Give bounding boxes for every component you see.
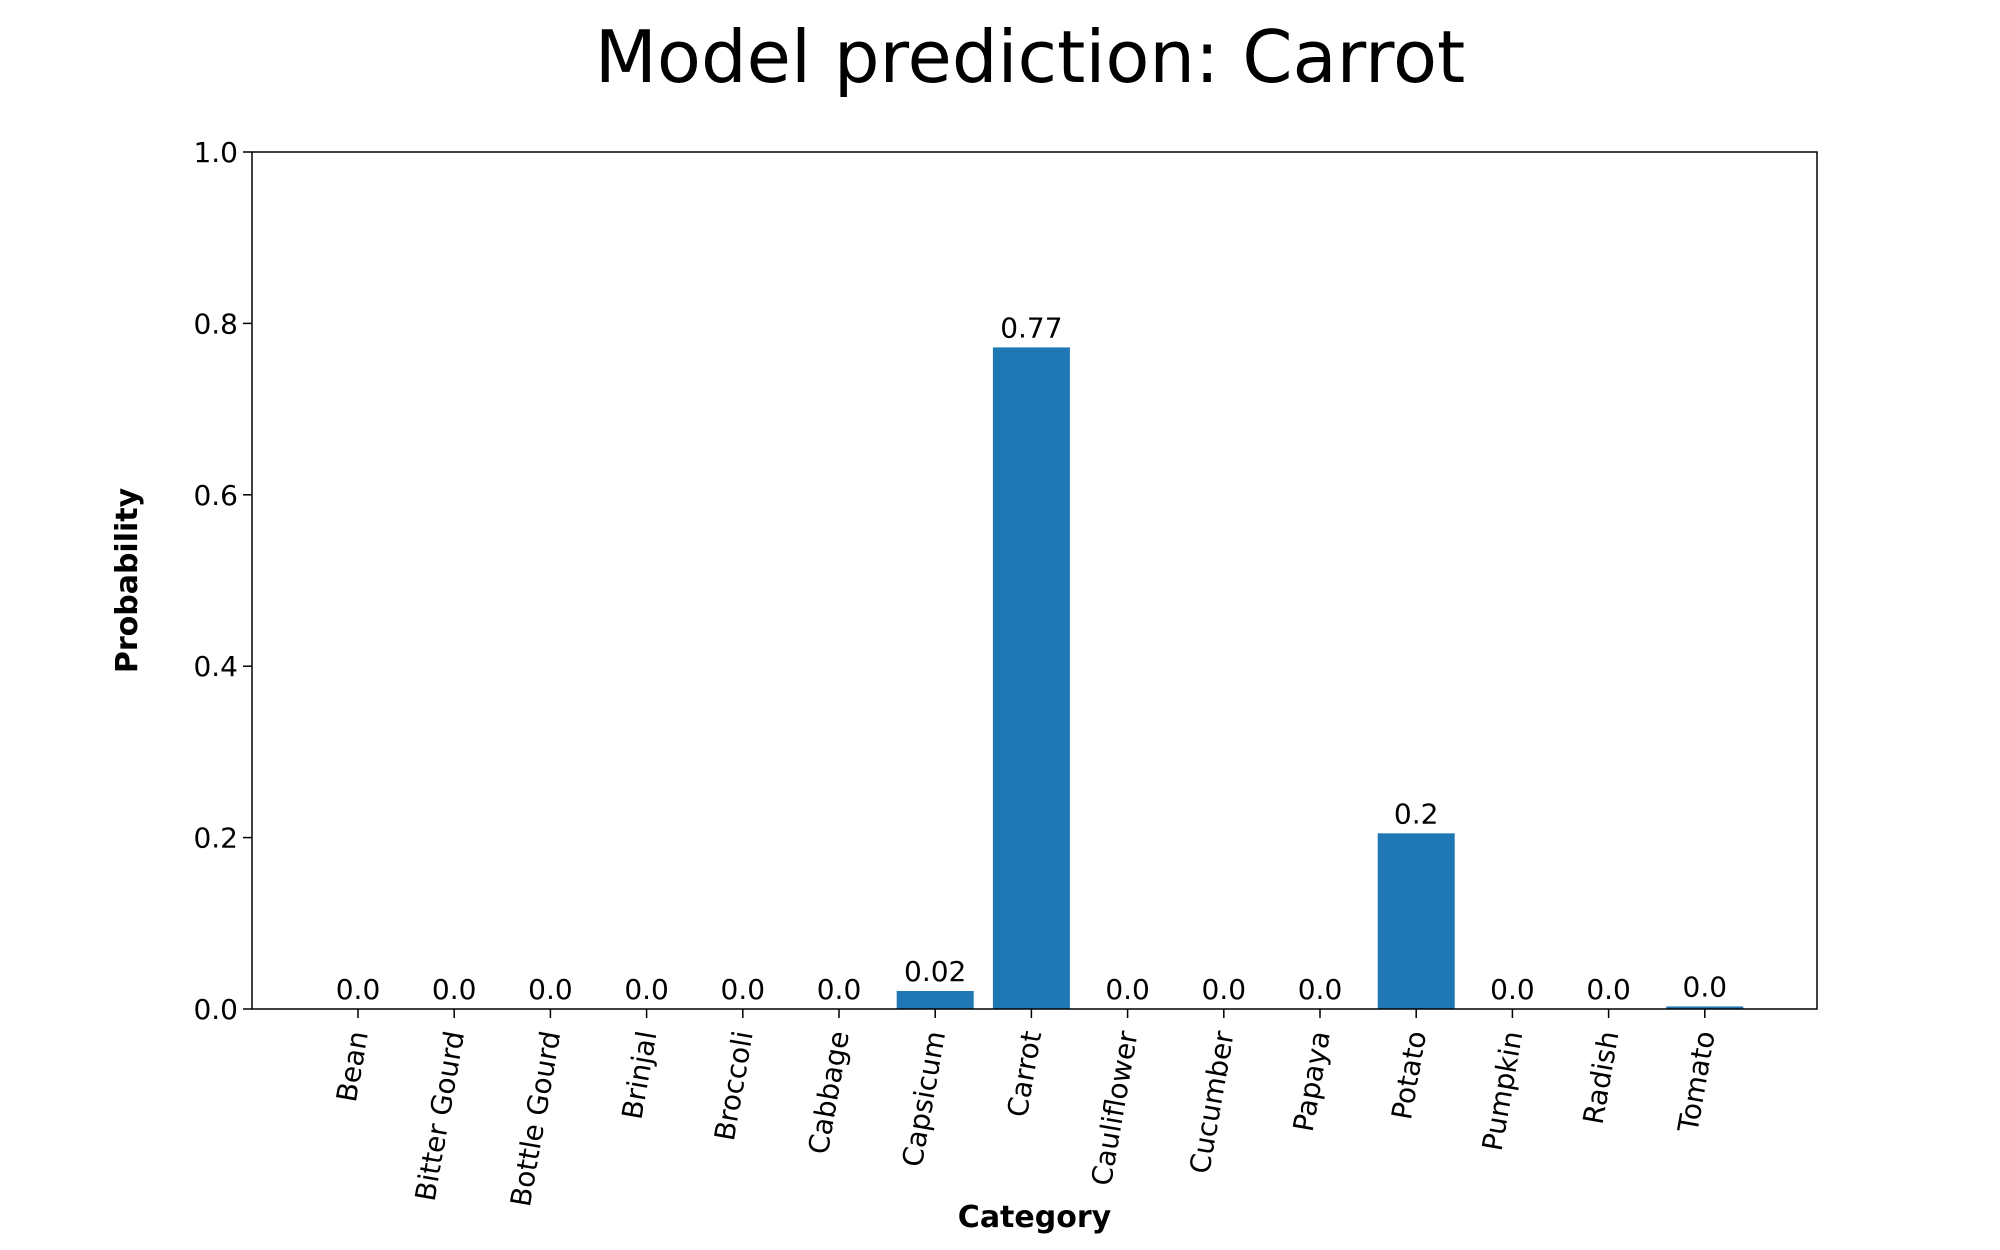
x-tick-label: Bitter Gourd <box>409 1028 471 1203</box>
data-label: 0.0 <box>1202 973 1247 1006</box>
x-tick-label: Carrot <box>1001 1028 1049 1119</box>
bar <box>1666 1006 1744 1009</box>
y-tick-label: 0.4 <box>193 650 238 683</box>
data-label: 0.0 <box>1683 970 1728 1003</box>
data-label: 0.0 <box>1490 973 1535 1006</box>
x-axis-title: Category <box>958 1200 1112 1235</box>
y-tick-label: 0.0 <box>193 993 238 1026</box>
y-axis-title: Probability <box>110 487 145 673</box>
data-label: 0.0 <box>432 973 477 1006</box>
y-tick-label: 1.0 <box>193 136 238 169</box>
x-tick-label: Bottle Gourd <box>504 1028 567 1209</box>
bar <box>896 991 974 1009</box>
y-tick-label: 0.8 <box>193 307 238 340</box>
x-tick-label: Papaya <box>1287 1028 1337 1134</box>
data-label: 0.0 <box>528 973 573 1006</box>
data-label: 0.02 <box>904 955 966 988</box>
x-tick-label: Pumpkin <box>1476 1028 1529 1153</box>
x-tick-label: Cabbage <box>802 1028 856 1156</box>
x-tick-label: Capsicum <box>896 1028 952 1169</box>
data-label: 0.2 <box>1394 797 1439 830</box>
y-tick-label: 0.2 <box>193 822 238 855</box>
bar <box>992 347 1070 1009</box>
x-tick-label: Bean <box>330 1028 375 1104</box>
chart-title: Model prediction: Carrot <box>595 15 1465 99</box>
data-label: 0.0 <box>336 973 381 1006</box>
y-axis: 0.0 0.2 0.4 0.6 0.8 1.0 <box>193 136 252 1026</box>
data-label: 0.0 <box>721 973 766 1006</box>
data-labels-layer: 0.0 0.0 0.0 0.0 0.0 0.0 0.02 0.77 0.0 0.0 0.0 0.2 0.… <box>336 311 1727 1006</box>
x-tick-label: Broccoli <box>708 1028 760 1143</box>
data-label: 0.0 <box>1105 973 1150 1006</box>
data-label: 0.0 <box>1298 973 1343 1006</box>
data-label: 0.0 <box>1586 973 1631 1006</box>
x-tick-label: Radish <box>1577 1028 1626 1126</box>
x-tick-label: Brinjal <box>616 1028 664 1121</box>
x-tick-label: Tomato <box>1671 1028 1721 1135</box>
x-tick-label: Potato <box>1385 1028 1433 1122</box>
x-tick-label: Cucumber <box>1183 1028 1241 1176</box>
data-label: 0.0 <box>624 973 669 1006</box>
data-label: 0.0 <box>817 973 862 1006</box>
x-axis: Bean Bitter Gourd Bottle Gourd Brinjal Brocc… <box>330 1009 1722 1209</box>
bars-layer <box>896 347 1744 1009</box>
data-label: 0.77 <box>1000 311 1062 344</box>
y-tick-label: 0.6 <box>193 479 238 512</box>
x-tick-label: Cauliflower <box>1085 1028 1145 1188</box>
bar <box>1377 833 1455 1009</box>
plot-frame <box>251 151 1818 1010</box>
